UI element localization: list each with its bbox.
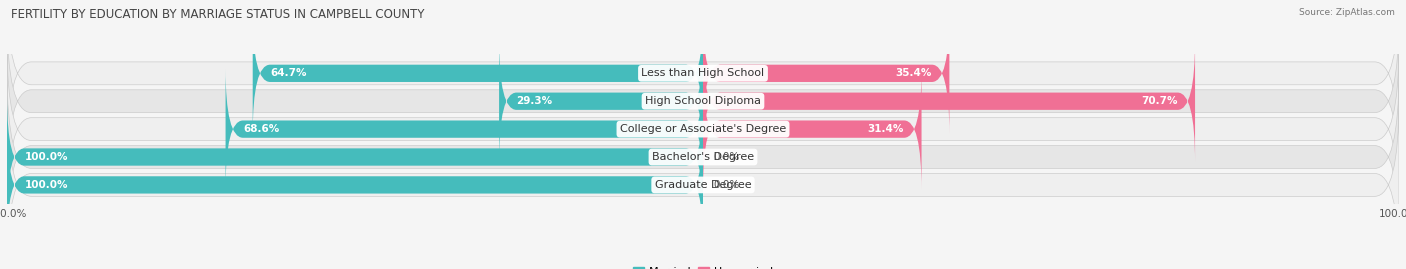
FancyBboxPatch shape	[7, 96, 703, 218]
Text: 31.4%: 31.4%	[868, 124, 904, 134]
Text: 70.7%: 70.7%	[1142, 96, 1178, 106]
Legend: Married, Unmarried: Married, Unmarried	[628, 262, 778, 269]
Text: 0.0%: 0.0%	[713, 180, 740, 190]
FancyBboxPatch shape	[7, 124, 703, 246]
Text: High School Diploma: High School Diploma	[645, 96, 761, 106]
FancyBboxPatch shape	[703, 68, 921, 190]
Text: 35.4%: 35.4%	[896, 68, 932, 78]
FancyBboxPatch shape	[225, 68, 703, 190]
FancyBboxPatch shape	[7, 71, 1399, 243]
Text: Less than High School: Less than High School	[641, 68, 765, 78]
FancyBboxPatch shape	[7, 99, 1399, 269]
FancyBboxPatch shape	[703, 12, 949, 134]
Text: 68.6%: 68.6%	[243, 124, 280, 134]
FancyBboxPatch shape	[7, 43, 1399, 215]
Text: Source: ZipAtlas.com: Source: ZipAtlas.com	[1299, 8, 1395, 17]
Text: FERTILITY BY EDUCATION BY MARRIAGE STATUS IN CAMPBELL COUNTY: FERTILITY BY EDUCATION BY MARRIAGE STATU…	[11, 8, 425, 21]
Text: 64.7%: 64.7%	[270, 68, 307, 78]
FancyBboxPatch shape	[7, 0, 1399, 160]
FancyBboxPatch shape	[703, 40, 1195, 162]
Text: Graduate Degree: Graduate Degree	[655, 180, 751, 190]
Text: 100.0%: 100.0%	[24, 152, 67, 162]
FancyBboxPatch shape	[7, 15, 1399, 187]
Text: 29.3%: 29.3%	[516, 96, 553, 106]
Text: 100.0%: 100.0%	[24, 180, 67, 190]
Text: Bachelor's Degree: Bachelor's Degree	[652, 152, 754, 162]
FancyBboxPatch shape	[253, 12, 703, 134]
Text: 0.0%: 0.0%	[713, 152, 740, 162]
Text: College or Associate's Degree: College or Associate's Degree	[620, 124, 786, 134]
FancyBboxPatch shape	[499, 40, 703, 162]
